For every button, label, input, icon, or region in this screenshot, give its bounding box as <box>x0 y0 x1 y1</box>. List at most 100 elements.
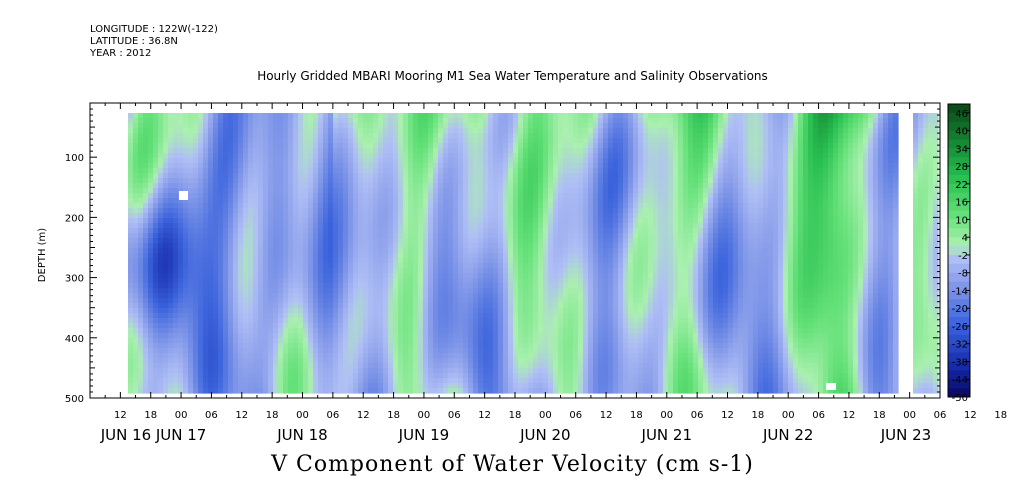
heatmap-cell <box>493 163 499 169</box>
heatmap-cell <box>158 353 164 359</box>
heatmap-cell <box>558 148 564 154</box>
heatmap-cell <box>288 288 294 294</box>
heatmap-cell <box>523 198 529 204</box>
heatmap-cell <box>253 343 259 349</box>
heatmap-cell <box>538 143 544 149</box>
heatmap-cell <box>453 358 459 364</box>
heatmap-cell <box>553 308 559 314</box>
heatmap-cell <box>308 283 314 289</box>
heatmap-cell <box>138 323 144 329</box>
heatmap-cell <box>178 198 184 204</box>
heatmap-cell <box>433 128 439 134</box>
heatmap-cell <box>333 363 339 369</box>
heatmap-cell <box>568 343 574 349</box>
heatmap-cell <box>253 133 259 139</box>
heatmap-cell <box>183 338 189 344</box>
heatmap-cell <box>143 118 149 124</box>
heatmap-cell <box>468 308 474 314</box>
heatmap-cell <box>433 163 439 169</box>
heatmap-cell <box>308 328 314 334</box>
heatmap-cell <box>308 243 314 249</box>
heatmap-cell <box>353 263 359 269</box>
heatmap-cell <box>508 243 514 249</box>
heatmap-cell <box>263 338 269 344</box>
heatmap-cell <box>448 333 454 339</box>
heatmap-cell <box>228 163 234 169</box>
heatmap-cell <box>498 218 504 224</box>
heatmap-cell <box>323 243 329 249</box>
heatmap-cell <box>303 268 309 274</box>
heatmap-cell <box>278 338 284 344</box>
heatmap-cell <box>468 128 474 134</box>
heatmap-cell <box>518 328 524 334</box>
heatmap-cell <box>188 263 194 269</box>
heatmap-cell <box>393 188 399 194</box>
heatmap-cell <box>463 318 469 324</box>
heatmap-cell <box>268 263 274 269</box>
heatmap-cell <box>528 253 534 259</box>
heatmap-cell <box>438 128 444 134</box>
heatmap-cell <box>453 253 459 259</box>
heatmap-cell <box>133 148 139 154</box>
heatmap-cell <box>288 113 294 119</box>
heatmap-cell <box>148 318 154 324</box>
heatmap-cell <box>568 228 574 234</box>
heatmap-cell <box>138 183 144 189</box>
heatmap-cell <box>263 253 269 259</box>
heatmap-cell <box>413 198 419 204</box>
heatmap-cell <box>553 218 559 224</box>
heatmap-cell <box>348 338 354 344</box>
heatmap-cell <box>313 143 319 149</box>
heatmap-cell <box>388 328 394 334</box>
heatmap-cell <box>463 113 469 119</box>
heatmap-cell <box>513 268 519 274</box>
heatmap-cell <box>508 258 514 264</box>
heatmap-cell <box>473 318 479 324</box>
heatmap-cell <box>213 348 219 354</box>
heatmap-cell <box>543 113 549 119</box>
heatmap-cell <box>228 363 234 369</box>
heatmap-cell <box>533 343 539 349</box>
heatmap-cell <box>493 218 499 224</box>
heatmap-cell <box>473 273 479 279</box>
heatmap-cell <box>268 368 274 374</box>
heatmap-cell <box>398 183 404 189</box>
heatmap-cell <box>413 208 419 214</box>
heatmap-cell <box>258 368 264 374</box>
heatmap-cell <box>448 338 454 344</box>
heatmap-cell <box>343 218 349 224</box>
heatmap-cell <box>158 163 164 169</box>
heatmap-cell <box>268 363 274 369</box>
heatmap-cell <box>468 378 474 384</box>
heatmap-cell <box>418 338 424 344</box>
heatmap-cell <box>243 363 249 369</box>
heatmap-cell <box>423 373 429 379</box>
heatmap-cell <box>518 313 524 319</box>
heatmap-cell <box>298 133 304 139</box>
heatmap-cell <box>183 233 189 239</box>
heatmap-cell <box>443 298 449 304</box>
heatmap-cell <box>213 213 219 219</box>
heatmap-cell <box>388 113 394 119</box>
heatmap-cell <box>428 368 434 374</box>
heatmap-cell <box>333 213 339 219</box>
heatmap-cell <box>293 368 299 374</box>
heatmap-cell <box>508 208 514 214</box>
heatmap-cell <box>213 368 219 374</box>
heatmap-cell <box>138 363 144 369</box>
heatmap-cell <box>568 183 574 189</box>
heatmap-cell <box>543 363 549 369</box>
heatmap-cell <box>473 178 479 184</box>
heatmap-cell <box>213 298 219 304</box>
heatmap-cell <box>213 178 219 184</box>
heatmap-cell <box>488 248 494 254</box>
heatmap-cell <box>348 288 354 294</box>
heatmap-cell <box>138 153 144 159</box>
heatmap-cell <box>133 378 139 384</box>
heatmap-cell <box>268 178 274 184</box>
heatmap-cell <box>228 223 234 229</box>
heatmap-cell <box>233 293 239 299</box>
heatmap-cell <box>343 368 349 374</box>
heatmap-cell <box>403 278 409 284</box>
heatmap-cell <box>453 383 459 389</box>
